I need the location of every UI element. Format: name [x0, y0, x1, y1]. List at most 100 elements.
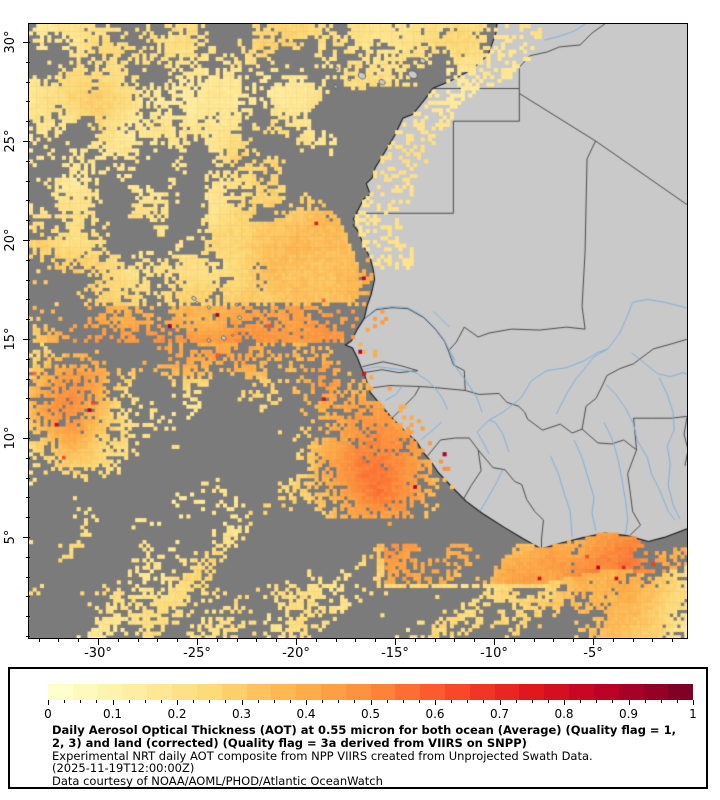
colorbar-segment	[147, 684, 173, 700]
x-axis-minor-tick	[533, 638, 535, 642]
colorbar-minor-tick	[144, 700, 146, 703]
y-axis-minor-tick	[26, 358, 30, 360]
colorbar-major-tick	[112, 700, 114, 705]
y-axis-major-tick	[23, 338, 30, 340]
colorbar-tick-label: 0.2	[167, 707, 187, 721]
y-axis-minor-tick	[26, 160, 30, 162]
y-axis-major-tick	[23, 437, 30, 439]
colorbar-minor-tick	[467, 700, 469, 703]
x-axis-major-tick	[493, 638, 495, 645]
y-axis-label: 15°	[3, 327, 18, 351]
colorbar-segment	[420, 684, 445, 700]
colorbar-tick-label: 0.7	[489, 707, 510, 721]
colorbar-minor-tick	[289, 700, 291, 703]
y-axis-label: 30°	[3, 30, 18, 54]
y-axis-minor-tick	[26, 556, 30, 558]
y-axis-major-tick	[23, 536, 30, 538]
colorbar-segment	[618, 684, 644, 700]
colorbar-segment	[445, 684, 470, 700]
colorbar-major-tick	[628, 700, 630, 705]
colorbar-minor-tick	[547, 700, 549, 703]
colorbar-minor-tick	[193, 700, 195, 703]
colorbar-major-tick	[48, 700, 49, 705]
colorbar-minor-tick	[160, 700, 162, 703]
colorbar-tick-label: 0.3	[231, 707, 252, 721]
caption-title-line-2: 2, 3) and land (corrected) (Quality flag…	[52, 735, 527, 750]
x-axis-minor-tick	[315, 638, 317, 642]
x-axis-label: -15°	[381, 646, 409, 661]
colorbar-minor-tick	[64, 700, 66, 703]
x-axis-minor-tick	[513, 638, 515, 642]
x-axis-major-tick	[97, 638, 99, 645]
colorbar-major-tick	[177, 700, 178, 705]
colorbar-segment	[345, 684, 371, 700]
y-axis-minor-tick	[26, 596, 30, 598]
colorbar-minor-tick	[386, 700, 388, 703]
colorbar-minor-tick	[225, 700, 227, 703]
y-axis-label: 25°	[3, 129, 18, 153]
colorbar-segment	[296, 684, 321, 700]
x-axis-minor-tick	[78, 638, 80, 642]
colorbar-tick-label: 1	[689, 707, 697, 721]
colorbar-major-tick	[241, 700, 243, 705]
colorbar-segment	[246, 684, 272, 700]
colorbar-minor-tick	[644, 700, 646, 703]
colorbar-minor-tick	[596, 700, 598, 703]
x-axis-minor-tick	[632, 638, 634, 642]
x-axis-minor-tick	[375, 638, 377, 642]
x-axis-major-tick	[295, 638, 297, 645]
x-axis-label: -5°	[583, 646, 603, 661]
colorbar-segment	[72, 684, 98, 700]
colorbar-minor-tick	[338, 700, 340, 703]
colorbar-major-tick	[435, 700, 436, 705]
y-axis-minor-tick	[26, 457, 30, 459]
colorbar-segment	[395, 684, 421, 700]
caption-subtitle: Experimental NRT daily AOT composite fro…	[52, 748, 593, 763]
y-axis-label: 5°	[3, 529, 18, 545]
colorbar-tick-label: 0.5	[360, 707, 381, 721]
colorbar-major-tick	[306, 700, 307, 705]
colorbar-segment	[196, 684, 222, 700]
colorbar-segment	[643, 684, 669, 700]
y-axis-minor-tick	[26, 180, 30, 182]
y-axis-minor-tick	[26, 200, 30, 202]
y-axis-minor-tick	[26, 121, 30, 123]
y-axis-minor-tick	[26, 576, 30, 578]
y-axis-major-tick	[23, 239, 30, 241]
y-axis-minor-tick	[26, 497, 30, 499]
colorbar-segment	[271, 684, 297, 700]
x-axis-minor-tick	[58, 638, 60, 642]
colorbar-segment	[370, 684, 396, 700]
x-axis-major-tick	[592, 638, 594, 645]
x-axis-minor-tick	[454, 638, 456, 642]
x-axis-label: -20°	[282, 646, 310, 661]
colorbar-segment	[48, 684, 73, 700]
colorbar-segment	[97, 684, 123, 700]
y-axis-minor-tick	[26, 220, 30, 222]
colorbar-minor-tick	[676, 700, 678, 703]
x-axis-minor-tick	[137, 638, 139, 642]
x-axis-minor-tick	[612, 638, 614, 642]
y-axis-minor-tick	[26, 418, 30, 420]
colorbar-segment	[519, 684, 545, 700]
x-axis-label: -10°	[480, 646, 508, 661]
colorbar-tick-label: 0	[44, 707, 52, 721]
legend-panel: 0 0.1 0.2 0.3 0.4 0.5 0.6 0.7 0.8 0.9 1 Daily Aero…	[8, 667, 708, 789]
y-axis-minor-tick	[26, 378, 30, 380]
y-axis-minor-tick	[26, 517, 30, 519]
colorbar-minor-tick	[515, 700, 517, 703]
x-axis-minor-tick	[434, 638, 436, 642]
colorbar-minor-tick	[612, 700, 614, 703]
colorbar-minor-tick	[128, 700, 130, 703]
colorbar-segment	[668, 684, 694, 700]
x-axis-major-tick	[394, 638, 396, 645]
colorbar-major-tick	[564, 700, 565, 705]
x-axis-minor-tick	[177, 638, 179, 642]
y-axis-minor-tick	[26, 259, 30, 261]
y-axis-minor-tick	[26, 477, 30, 479]
colorbar-minor-tick	[451, 700, 453, 703]
x-axis-minor-tick	[672, 638, 674, 642]
y-axis-minor-tick	[26, 279, 30, 281]
x-axis-minor-tick	[38, 638, 40, 642]
colorbar-tick-label: 0.8	[554, 707, 574, 721]
